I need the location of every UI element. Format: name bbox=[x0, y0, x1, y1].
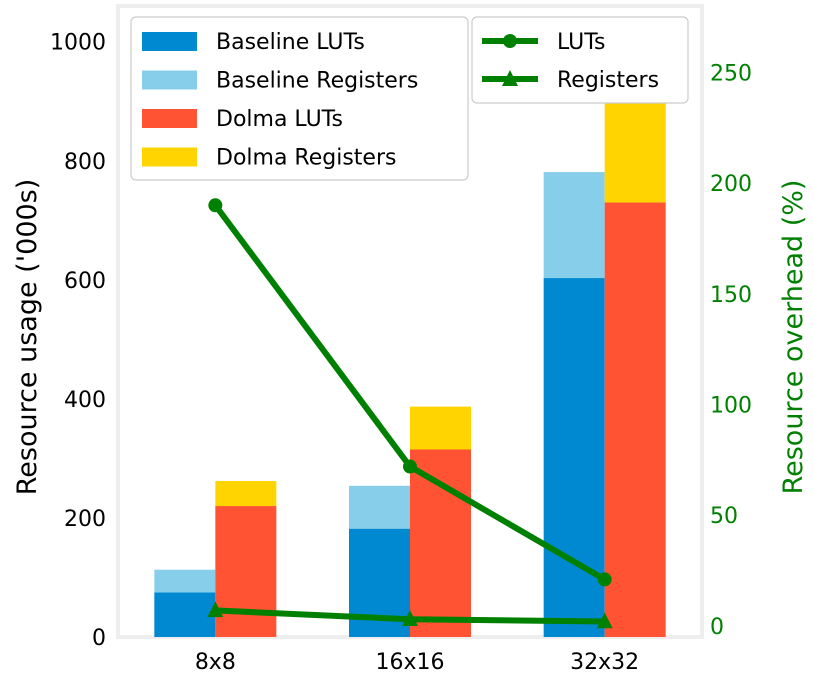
point-luts-32x32 bbox=[597, 572, 612, 587]
y-tick-right-50: 50 bbox=[710, 504, 738, 529]
y-axis-label-left: Resource usage ('000s) bbox=[12, 179, 43, 496]
bar-baseline-luts-32x32 bbox=[543, 278, 605, 637]
point-registers-16x16 bbox=[402, 610, 418, 627]
x-axis: 8x8 16x16 32x32 bbox=[195, 650, 639, 675]
legend-label-dolma-registers: Dolma Registers bbox=[216, 146, 396, 171]
point-luts-16x16 bbox=[403, 459, 417, 474]
legend-label-dolma-luts: Dolma LUTs bbox=[216, 107, 343, 132]
legend-swatch-baseline-luts bbox=[142, 32, 197, 51]
legend-bars: Baseline LUTs Baseline Registers Dolma LUT… bbox=[130, 16, 469, 181]
point-registers-32x32 bbox=[596, 612, 613, 629]
y-axis-label-right: Resource overhead (%) bbox=[778, 180, 809, 495]
bar-baseline-registers-16x16 bbox=[349, 485, 410, 529]
y-tick-left-400: 400 bbox=[64, 388, 106, 413]
legend-marker-registers bbox=[502, 70, 518, 86]
y-axis-right: 0 50 100 150 200 250 bbox=[710, 61, 752, 640]
y-tick-left-1000: 1000 bbox=[50, 31, 106, 56]
y-tick-left-600: 600 bbox=[64, 269, 106, 294]
y-tick-left-0: 0 bbox=[92, 626, 106, 651]
bar-dolma-luts-16x16 bbox=[410, 449, 471, 637]
legend-label-baseline-luts: Baseline LUTs bbox=[216, 30, 365, 55]
legend-marker-luts bbox=[503, 34, 517, 48]
bar-dolma-registers-32x32 bbox=[604, 95, 666, 203]
bar-dolma-registers-8x8 bbox=[215, 481, 277, 507]
legend-bars-box bbox=[130, 16, 469, 181]
legend-swatch-baseline-registers bbox=[142, 70, 197, 90]
bar-baseline-registers-32x32 bbox=[543, 172, 605, 279]
x-tick-16x16: 16x16 bbox=[375, 650, 444, 675]
bar-dolma-luts-32x32 bbox=[604, 202, 666, 637]
point-luts-8x8 bbox=[208, 198, 223, 213]
y-tick-right-250: 250 bbox=[710, 61, 752, 86]
y-axis-left: 0 200 400 600 800 1000 bbox=[50, 31, 106, 651]
legend-label-baseline-registers: Baseline Registers bbox=[216, 69, 418, 94]
bar-baseline-registers-8x8 bbox=[154, 569, 216, 593]
legend-lines: LUTs Registers bbox=[471, 16, 689, 104]
legend-label-luts: LUTs bbox=[557, 30, 606, 55]
y-tick-right-200: 200 bbox=[710, 172, 752, 197]
point-registers-8x8 bbox=[207, 601, 224, 618]
legend-label-registers: Registers bbox=[557, 68, 659, 93]
lines-layer bbox=[207, 198, 613, 629]
y-tick-right-150: 150 bbox=[710, 283, 752, 308]
x-tick-8x8: 8x8 bbox=[195, 650, 236, 675]
y-tick-left-800: 800 bbox=[64, 150, 106, 175]
legend-swatch-dolma-luts bbox=[142, 109, 197, 128]
y-tick-right-0: 0 bbox=[710, 615, 724, 640]
bar-dolma-registers-16x16 bbox=[410, 406, 471, 450]
bar-baseline-luts-8x8 bbox=[154, 592, 216, 637]
y-tick-right-100: 100 bbox=[710, 394, 752, 419]
bar-dolma-luts-8x8 bbox=[215, 506, 277, 637]
x-tick-32x32: 32x32 bbox=[570, 650, 639, 675]
y-tick-left-200: 200 bbox=[64, 507, 106, 532]
legend-swatch-dolma-registers bbox=[142, 147, 197, 167]
